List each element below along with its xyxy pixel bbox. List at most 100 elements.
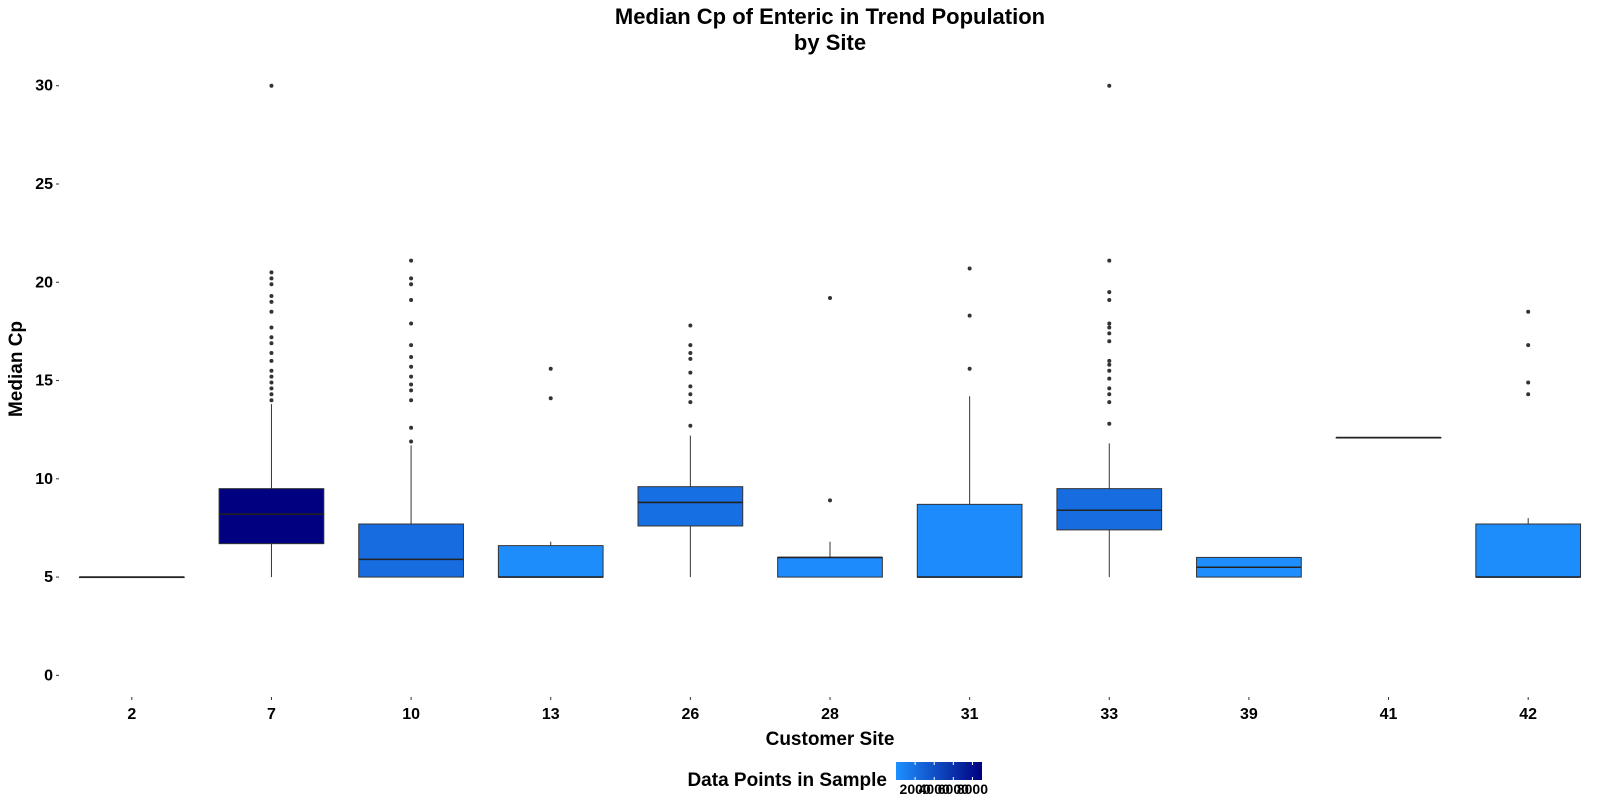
- outlier-point: [688, 323, 693, 328]
- x-tick-label: 31: [961, 706, 979, 723]
- outlier-point: [269, 386, 274, 391]
- outlier-point: [688, 356, 693, 361]
- outlier-point: [269, 276, 274, 281]
- outlier-point: [1526, 343, 1531, 348]
- outlier-point: [1526, 309, 1531, 314]
- box-group-site-10: [358, 258, 464, 578]
- outlier-point: [409, 343, 414, 348]
- outlier-point: [409, 297, 414, 302]
- box: [916, 503, 1023, 578]
- outlier-point: [269, 294, 274, 299]
- outlier-point: [828, 295, 832, 300]
- outlier-point: [548, 396, 553, 401]
- legend-title: Data Points in Sample: [687, 770, 887, 791]
- outlier-point: [967, 266, 972, 271]
- outlier-point: [1107, 386, 1112, 391]
- outlier-point: [269, 374, 274, 379]
- chart-title-line-1: Median Cp of Enteric in Trend Population: [615, 4, 1045, 29]
- outlier-point: [409, 374, 414, 379]
- y-axis: 0 5 10 15 20 25 30: [35, 78, 59, 684]
- outlier-point: [967, 366, 972, 371]
- x-tick-label: 28: [821, 706, 839, 723]
- outlier-point: [688, 392, 693, 397]
- outlier-point: [409, 439, 414, 444]
- y-tick-label: 30: [35, 78, 53, 95]
- legend-color-bar: [896, 762, 982, 780]
- box: [777, 556, 883, 578]
- outlier-point: [688, 351, 693, 356]
- outlier-point: [269, 335, 274, 340]
- box-group-site-28: [777, 295, 883, 578]
- outlier-point: [269, 83, 274, 88]
- box-group-site-41: [1335, 436, 1442, 439]
- outlier-point: [409, 382, 414, 387]
- outlier-point: [688, 400, 693, 405]
- box: [497, 545, 604, 578]
- outlier-point: [269, 309, 274, 314]
- outlier-point: [269, 341, 274, 346]
- outlier-point: [409, 321, 414, 326]
- outlier-point: [1526, 392, 1531, 397]
- y-tick-label: 10: [35, 471, 53, 488]
- y-tick-label: 5: [44, 569, 53, 586]
- legend-tick-label: 2000: [900, 781, 931, 797]
- outlier-point: [1526, 380, 1531, 385]
- outlier-point: [967, 313, 972, 318]
- x-tick-label: 41: [1380, 706, 1398, 723]
- outlier-point: [409, 388, 414, 393]
- outlier-point: [409, 425, 414, 430]
- outlier-point: [409, 276, 414, 281]
- outlier-point: [1107, 258, 1112, 263]
- box: [637, 486, 744, 527]
- legend-tick-label: 6000: [938, 781, 969, 797]
- outlier-point: [269, 358, 274, 363]
- box: [1475, 523, 1582, 578]
- outlier-point: [1107, 376, 1112, 381]
- outlier-point: [269, 282, 274, 287]
- outlier-point: [1107, 83, 1112, 88]
- x-axis: 2 7 10 13 26 28 31 33 39 41 42: [127, 697, 1537, 723]
- outlier-point: [269, 380, 274, 385]
- y-axis-title: Median Cp: [6, 321, 27, 417]
- legend-tick-label: 8000: [957, 781, 988, 797]
- x-tick-label: 33: [1100, 706, 1118, 723]
- outlier-point: [1107, 297, 1112, 302]
- box-group-site-13: [497, 366, 604, 578]
- outlier-point: [409, 258, 414, 263]
- box-series: [78, 83, 1582, 579]
- outlier-point: [269, 392, 274, 397]
- outlier-point: [1107, 325, 1112, 330]
- outlier-point: [1107, 339, 1112, 344]
- box-group-site-42: [1475, 309, 1582, 578]
- x-tick-label: 39: [1240, 706, 1258, 723]
- outlier-point: [409, 282, 414, 287]
- outlier-point: [269, 325, 274, 330]
- box-group-site-2: [78, 576, 185, 579]
- outlier-point: [548, 366, 553, 371]
- outlier-point: [1107, 392, 1112, 397]
- outlier-point: [688, 384, 693, 389]
- x-tick-label: 7: [267, 706, 276, 723]
- x-tick-label: 42: [1519, 706, 1537, 723]
- box-group-site-39: [1196, 556, 1302, 578]
- outlier-point: [1107, 362, 1112, 367]
- outlier-point: [828, 498, 832, 503]
- outlier-point: [269, 351, 274, 356]
- box: [1056, 488, 1163, 531]
- y-tick-label: 0: [44, 667, 53, 684]
- box-group-site-7: [218, 83, 325, 578]
- x-axis-title: Customer Site: [766, 729, 895, 750]
- outlier-point: [269, 368, 274, 373]
- chart-title-line-2: by Site: [794, 30, 866, 55]
- outlier-point: [688, 343, 693, 348]
- outlier-point: [1107, 290, 1112, 295]
- outlier-point: [409, 398, 414, 403]
- outlier-point: [1107, 368, 1112, 373]
- box: [218, 488, 325, 545]
- x-tick-label: 13: [542, 706, 560, 723]
- box-group-site-26: [637, 323, 744, 578]
- outlier-point: [269, 270, 274, 275]
- outlier-point: [1107, 358, 1112, 363]
